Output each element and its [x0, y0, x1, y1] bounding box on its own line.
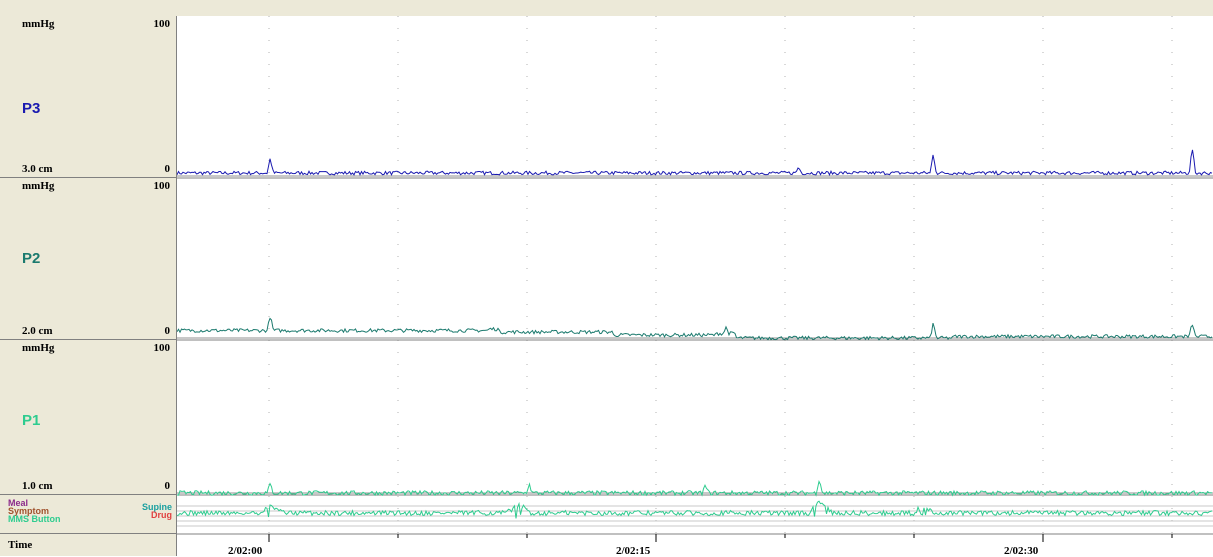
unit-label: mmHg: [22, 180, 55, 192]
event-mms-button-label: MMS Button: [8, 514, 61, 524]
min-value: 0: [164, 325, 171, 337]
tracing-plot: [177, 16, 1213, 542]
series-p2-trace: [177, 317, 1213, 341]
channel-label-panel: mmHg 100 P3 3.0 cm 0 mmHg 100 P2 2.0 cm …: [0, 16, 177, 556]
series-p1-trace: [177, 480, 1213, 497]
max-value: 100: [153, 18, 171, 30]
max-value: 100: [153, 342, 171, 354]
channel-label-p1: mmHg 100 P1 1.0 cm 0: [0, 340, 176, 495]
series-p3-trace: [177, 149, 1213, 176]
channel-label-p3: mmHg 100 P3 3.0 cm 0: [0, 16, 176, 178]
channel-name: P1: [22, 412, 41, 429]
sensor-position: 1.0 cm: [22, 480, 53, 492]
min-value: 0: [164, 480, 171, 492]
channel-name: P2: [22, 250, 41, 267]
time-label-cell: Time: [0, 534, 176, 556]
time-axis-label: Time: [8, 539, 33, 551]
time-tick-label: 2/02:15: [616, 545, 651, 557]
time-tick-label: 2/02:30: [1004, 545, 1039, 557]
sensor-position: 2.0 cm: [22, 325, 53, 337]
unit-label: mmHg: [22, 342, 55, 354]
min-value: 0: [164, 163, 171, 175]
time-tick-label: 2/02:00: [228, 545, 263, 557]
max-value: 100: [153, 180, 171, 192]
event-label-panel: Meal Symptom MMS Button Supine Drug: [0, 495, 176, 534]
event-drug-label: Drug: [151, 510, 172, 520]
event-symptom-label: Symptom: [8, 506, 50, 516]
channel-label-p2: mmHg 100 P2 2.0 cm 0: [0, 178, 176, 340]
event-meal-label: Meal: [8, 498, 29, 508]
event-supine-label: Supine: [141, 502, 172, 512]
channel-name: P3: [22, 100, 41, 117]
title-bar: [0, 0, 1213, 16]
sensor-position: 3.0 cm: [22, 163, 53, 175]
unit-label: mmHg: [22, 18, 55, 30]
event-mms-trace: [177, 500, 1213, 519]
